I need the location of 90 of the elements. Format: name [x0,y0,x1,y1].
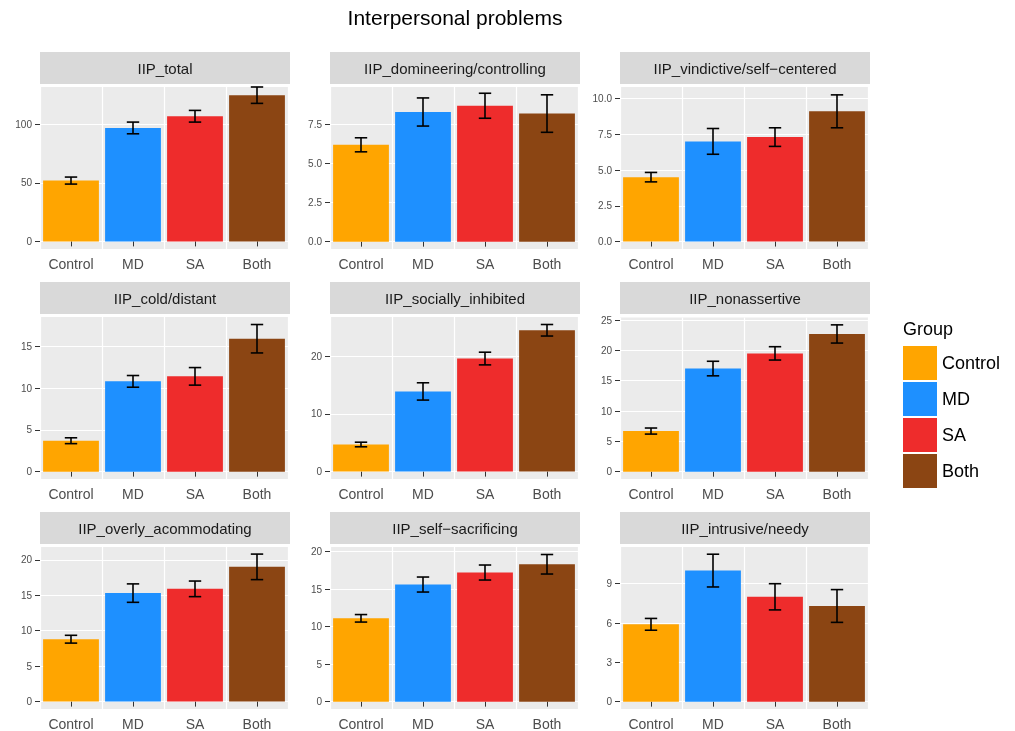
y-tick-label: 10 [600,405,613,417]
x-tick-label: MD [702,486,724,502]
y-tick-label: 5 [26,660,33,672]
y-tick-label: 15 [310,583,323,595]
x-tick-label: SA [765,486,785,502]
y-tick-label: 2.5 [308,197,323,209]
y-tick-label: 0 [26,235,33,247]
y-tick-label: 20 [310,546,323,557]
y-tick-label: 10.0 [592,92,613,104]
x-tick-label: Both [822,256,852,272]
y-tick-label: 20 [310,350,323,362]
chart-title: IIP_domineering/controlling [330,52,580,84]
x-tick-label: Control [628,256,674,272]
x-tick-label: Both [532,486,562,502]
y-tick-label: 20 [20,554,33,566]
y-tick-label: 0 [26,466,33,478]
x-tick-label: Both [242,716,272,731]
x-tick-label: Both [532,716,562,731]
x-tick-label: Both [822,486,852,502]
x-tick-label: SA [475,256,495,272]
x-tick-label: Control [628,486,674,502]
y-tick-label: 10 [310,408,323,420]
y-tick-label: 5 [26,424,33,436]
x-tick-label: MD [412,716,434,731]
text: Interpersonal problems [346,6,564,30]
y-tick-label: 15 [20,340,33,352]
legend-label: Both [942,461,980,481]
x-tick-label: SA [185,716,205,731]
y-tick-label: 50 [20,177,33,189]
y-tick-label: 20 [600,344,613,356]
x-tick-label: SA [765,716,785,731]
chart-title: IIP_self−sacrificing [330,512,580,544]
legend-label: SA [942,425,967,445]
y-tick-label: 10 [310,621,323,633]
y-tick-label: 0 [606,466,613,478]
x-tick-label: SA [185,256,205,272]
x-tick-label: MD [702,716,724,731]
x-tick-label: Control [338,716,384,731]
y-tick-label: 7.5 [308,118,323,130]
y-tick-label: 0 [26,696,33,708]
chart-title: IIP_total [40,52,290,84]
y-tick-label: 25 [600,314,613,326]
y-tick-label: 10 [20,382,33,394]
legend-label: Control [942,353,1001,373]
chart-title: IIP_socially_inhibited [330,282,580,314]
x-tick-label: Both [242,256,272,272]
x-tick-label: Control [338,256,384,272]
y-tick-label: 15 [600,375,613,387]
x-tick-label: SA [765,256,785,272]
x-tick-label: MD [412,486,434,502]
x-tick-label: Control [628,716,674,731]
y-tick-label: 3 [606,656,613,668]
x-tick-label: SA [475,486,495,502]
x-tick-label: Both [242,486,272,502]
y-tick-label: 5.0 [598,164,613,176]
x-tick-label: MD [122,716,144,731]
y-tick-label: 0.0 [598,236,613,248]
y-tick-label: 15 [20,589,33,601]
x-tick-label: Control [48,486,94,502]
y-tick-label: 9 [606,578,613,590]
chart-title: IIP_cold/distant [40,282,290,314]
x-tick-label: MD [122,486,144,502]
y-tick-label: 5 [606,435,613,447]
chart-title: IIP_vindictive/self−centered [620,52,870,84]
legend-label: MD [942,389,970,409]
y-tick-label: 100 [15,118,33,130]
x-tick-label: MD [412,256,434,272]
y-tick-label: 7.5 [598,128,613,140]
x-tick-label: MD [702,256,724,272]
y-tick-label: 10 [20,625,33,637]
x-tick-label: SA [185,486,205,502]
x-tick-label: Control [48,716,94,731]
chart-title: IIP_intrusive/needy [620,512,870,544]
y-tick-label: 0.0 [308,236,323,248]
y-tick-label: 5 [316,658,323,670]
y-tick-label: 0 [316,466,323,478]
x-tick-label: Control [48,256,94,272]
chart-title: IIP_nonassertive [620,282,870,314]
chart-title: IIP_overly_acommodating [40,512,290,544]
x-tick-label: MD [122,256,144,272]
y-tick-label: 6 [606,617,613,629]
x-tick-label: Both [822,716,852,731]
y-tick-label: 5.0 [308,158,323,170]
y-tick-label: 2.5 [598,200,613,212]
x-tick-label: Both [532,256,562,272]
legend-title: Group [903,319,954,339]
x-tick-label: Control [338,486,384,502]
y-tick-label: 0 [606,696,613,708]
x-tick-label: SA [475,716,495,731]
y-tick-label: 0 [316,696,323,708]
